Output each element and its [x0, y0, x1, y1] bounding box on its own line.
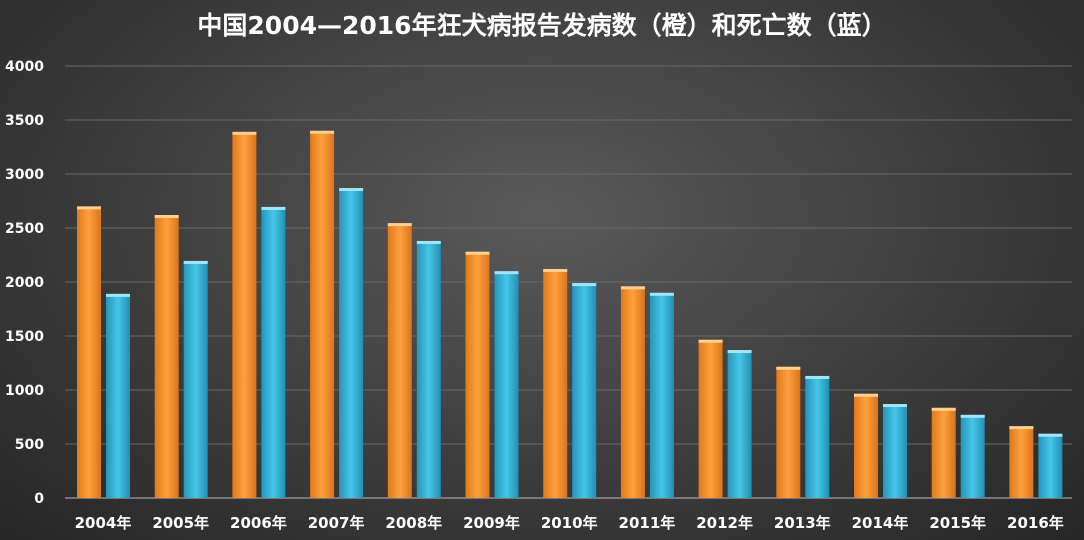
death-bar	[805, 375, 830, 498]
bar-cap	[931, 407, 956, 411]
x-tick-label: 2016年	[1007, 514, 1064, 532]
incidence-bar	[1009, 426, 1034, 498]
y-tick-label: 2500	[5, 221, 44, 237]
x-tick-label: 2006年	[230, 514, 287, 532]
chart-title: 中国2004—2016年狂犬病报告发病数（橙）和死亡数（蓝）	[197, 11, 886, 40]
x-tick-label: 2014年	[852, 514, 909, 532]
incidence-bar	[387, 223, 412, 498]
death-bar	[416, 240, 441, 498]
bar-cap	[1038, 433, 1063, 437]
bar-cap	[960, 414, 985, 418]
death-bar	[106, 293, 130, 498]
x-tick-label: 2011年	[619, 514, 676, 532]
death-bar	[883, 404, 907, 498]
x-tick-label: 2013年	[774, 514, 831, 532]
incidence-bar	[931, 407, 956, 498]
x-tick-label: 2008年	[385, 514, 442, 532]
bar-cap	[854, 393, 878, 397]
incidence-bar	[77, 206, 101, 498]
bar-cap	[232, 131, 257, 135]
x-tick-label: 2010年	[541, 514, 598, 532]
bar-cap	[649, 292, 674, 296]
bar-cap	[154, 215, 179, 219]
incidence-bar	[776, 366, 801, 498]
death-bar	[960, 414, 985, 498]
bar-cap	[310, 130, 335, 134]
x-tick-label: 2015年	[929, 514, 986, 532]
y-tick-label: 4000	[5, 59, 44, 75]
bar-cap	[339, 188, 364, 192]
incidence-bar	[232, 131, 257, 498]
death-bar	[572, 283, 597, 498]
x-tick-label: 2009年	[463, 514, 520, 532]
y-tick-label: 3500	[5, 113, 44, 129]
bar-cap	[805, 375, 830, 379]
incidence-bar	[310, 130, 335, 499]
x-tick-label: 2005年	[152, 514, 209, 532]
bar-cap	[106, 293, 130, 297]
bar-cap	[620, 286, 645, 290]
bar-cap	[465, 251, 490, 255]
bar-cap	[261, 206, 286, 210]
y-tick-label: 1000	[5, 383, 44, 399]
incidence-bar	[698, 339, 723, 498]
bar-cap	[183, 260, 208, 264]
bar-cap	[543, 269, 568, 273]
death-bar	[339, 188, 364, 499]
x-tick-label: 2007年	[308, 514, 365, 532]
bar-cap	[416, 240, 441, 244]
death-bar	[1038, 433, 1063, 498]
y-tick-label: 2000	[5, 275, 44, 291]
incidence-bar	[465, 251, 490, 498]
incidence-bar	[154, 215, 179, 499]
bar-cap	[77, 206, 101, 210]
death-bar	[183, 260, 208, 498]
incidence-bar	[543, 269, 568, 498]
death-bar	[261, 206, 286, 498]
bar-cap	[727, 350, 752, 354]
bar-cap	[572, 283, 597, 287]
x-tick-label: 2012年	[696, 514, 753, 532]
bar-cap	[776, 366, 801, 370]
bar-cap	[1009, 426, 1034, 430]
bar-cap	[387, 223, 412, 227]
y-tick-label: 1500	[5, 329, 44, 345]
y-tick-label: 3000	[5, 167, 44, 183]
y-tick-label: 0	[34, 491, 44, 507]
bar-cap	[883, 404, 907, 408]
death-bar	[727, 350, 752, 498]
bar-cap	[698, 339, 723, 343]
incidence-bar	[854, 393, 878, 498]
death-bar	[494, 271, 519, 498]
incidence-bar	[620, 286, 645, 498]
y-tick-label: 500	[15, 437, 44, 453]
x-tick-label: 2004年	[75, 514, 132, 532]
bar-cap	[494, 271, 519, 275]
death-bar	[649, 292, 674, 498]
